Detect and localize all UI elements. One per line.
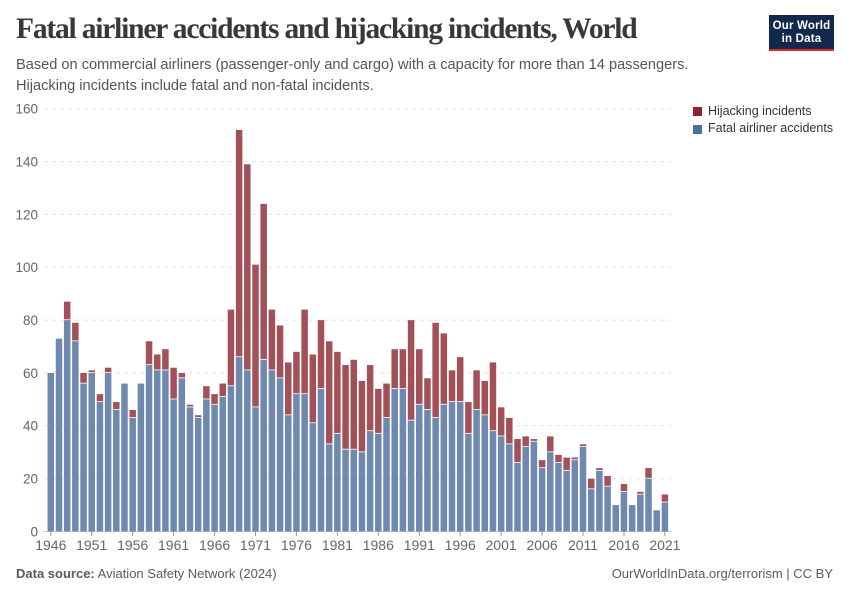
svg-text:20: 20 [23,472,38,487]
svg-text:2021: 2021 [649,537,680,553]
svg-text:1956: 1956 [117,537,148,553]
svg-text:2016: 2016 [608,537,639,553]
svg-text:1971: 1971 [240,537,271,553]
svg-text:2006: 2006 [527,537,558,553]
svg-text:60: 60 [23,366,38,381]
svg-text:1961: 1961 [158,537,189,553]
svg-text:140: 140 [15,155,38,170]
svg-text:160: 160 [15,102,38,117]
svg-text:80: 80 [23,313,38,328]
svg-text:120: 120 [15,207,38,222]
svg-text:40: 40 [23,419,38,434]
svg-text:0: 0 [30,524,38,539]
svg-text:1996: 1996 [445,537,476,553]
svg-text:100: 100 [15,260,38,275]
svg-text:1976: 1976 [281,537,312,553]
svg-text:1946: 1946 [35,537,66,553]
svg-text:1981: 1981 [322,537,353,553]
svg-text:2001: 2001 [486,537,517,553]
svg-text:1951: 1951 [76,537,107,553]
svg-text:1966: 1966 [199,537,230,553]
svg-text:2011: 2011 [568,537,598,553]
svg-text:1986: 1986 [363,537,394,553]
svg-text:1991: 1991 [404,537,435,553]
